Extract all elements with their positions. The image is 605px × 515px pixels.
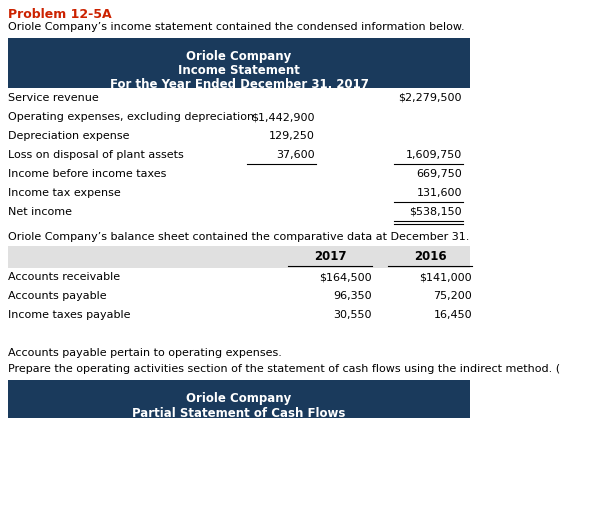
Text: $2,279,500: $2,279,500 (399, 93, 462, 103)
Text: 37,600: 37,600 (276, 150, 315, 160)
Text: Income before income taxes: Income before income taxes (8, 169, 166, 179)
FancyBboxPatch shape (8, 246, 470, 268)
Text: 2016: 2016 (414, 250, 446, 263)
Text: 16,450: 16,450 (433, 310, 472, 320)
Text: 131,600: 131,600 (416, 188, 462, 198)
Text: Prepare the operating activities section of the statement of cash flows using th: Prepare the operating activities section… (8, 364, 560, 374)
Text: 2017: 2017 (314, 250, 346, 263)
Text: Income Statement: Income Statement (178, 64, 300, 77)
Text: Depreciation expense: Depreciation expense (8, 131, 129, 141)
Text: Accounts receivable: Accounts receivable (8, 272, 120, 282)
Text: Oriole Company’s balance sheet contained the comparative data at December 31.: Oriole Company’s balance sheet contained… (8, 232, 469, 242)
Text: $538,150: $538,150 (410, 207, 462, 217)
Text: Oriole Company’s income statement contained the condensed information below.: Oriole Company’s income statement contai… (8, 22, 465, 32)
Text: Accounts payable pertain to operating expenses.: Accounts payable pertain to operating ex… (8, 348, 282, 358)
Text: 1,609,750: 1,609,750 (406, 150, 462, 160)
Text: Partial Statement of Cash Flows: Partial Statement of Cash Flows (132, 407, 345, 420)
Text: Oriole Company: Oriole Company (186, 50, 292, 63)
Text: Loss on disposal of plant assets: Loss on disposal of plant assets (8, 150, 184, 160)
Text: 75,200: 75,200 (433, 291, 472, 301)
FancyBboxPatch shape (8, 38, 470, 88)
Text: For the Year Ended December 31, 2017: For the Year Ended December 31, 2017 (110, 78, 368, 91)
Text: Operating expenses, excluding depreciation: Operating expenses, excluding depreciati… (8, 112, 254, 122)
Text: Income taxes payable: Income taxes payable (8, 310, 131, 320)
Text: 30,550: 30,550 (333, 310, 372, 320)
Text: Service revenue: Service revenue (8, 93, 99, 103)
Text: $164,500: $164,500 (319, 272, 372, 282)
Text: $1,442,900: $1,442,900 (252, 112, 315, 122)
Text: 669,750: 669,750 (416, 169, 462, 179)
Text: Accounts payable: Accounts payable (8, 291, 106, 301)
Text: 129,250: 129,250 (269, 131, 315, 141)
Text: 96,350: 96,350 (333, 291, 372, 301)
Text: Net income: Net income (8, 207, 72, 217)
Text: Problem 12-5A: Problem 12-5A (8, 8, 112, 21)
FancyBboxPatch shape (8, 380, 470, 418)
Text: $141,000: $141,000 (419, 272, 472, 282)
Text: Oriole Company: Oriole Company (186, 392, 292, 405)
Text: Income tax expense: Income tax expense (8, 188, 121, 198)
